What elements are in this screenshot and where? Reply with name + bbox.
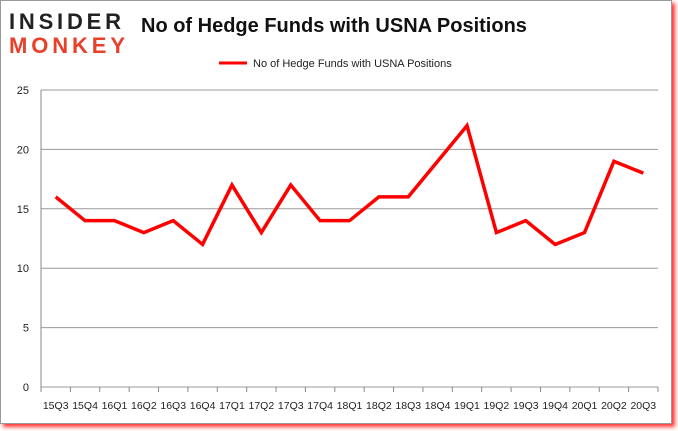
x-tick-label: 18Q1 (337, 400, 363, 412)
x-tick-label: 18Q3 (395, 400, 421, 412)
x-tick-label: 20Q2 (601, 400, 627, 412)
x-tick-label: 16Q4 (190, 400, 216, 412)
series-line (54, 121, 644, 248)
x-tick-label: 16Q2 (131, 400, 157, 412)
y-tick-label: 20 (17, 144, 29, 156)
x-tick-label: 20Q1 (572, 400, 598, 412)
x-tick-label: 17Q1 (219, 400, 245, 412)
x-tick-label: 16Q1 (102, 400, 128, 412)
x-tick-label: 17Q3 (278, 400, 304, 412)
x-tick-label: 17Q2 (249, 400, 275, 412)
chart-frame: INSIDER MONKEY No of Hedge Funds with US… (0, 0, 672, 424)
insider-monkey-logo: INSIDER MONKEY (9, 9, 125, 57)
x-tick-label: 18Q2 (366, 400, 392, 412)
x-tick-label: 19Q1 (454, 400, 480, 412)
x-tick-label: 19Q3 (513, 400, 539, 412)
y-tick-label: 25 (17, 85, 29, 97)
x-tick-label: 20Q3 (630, 400, 656, 412)
x-tick-label: 16Q3 (160, 400, 186, 412)
x-tick-label: 19Q4 (542, 400, 568, 412)
y-tick-label: 10 (17, 263, 29, 275)
chart-title: No of Hedge Funds with USNA Positions (141, 15, 527, 37)
line-chart: 0 5 10 15 20 25 15Q3 15Q4 16Q1 16Q2 16Q3 16Q4 17Q1 17… (17, 58, 659, 412)
y-tick-label: 0 (23, 382, 29, 394)
legend-label: No of Hedge Funds with USNA Positions (253, 58, 452, 70)
x-tick-label: 15Q3 (43, 400, 69, 412)
x-tick-label: 15Q4 (72, 400, 98, 412)
x-tick-label: 19Q2 (484, 400, 510, 412)
x-tick-label: 17Q4 (307, 400, 333, 412)
x-tick-label: 18Q4 (425, 400, 451, 412)
y-tick-label: 5 (23, 323, 29, 335)
y-tick-label: 15 (17, 204, 29, 216)
